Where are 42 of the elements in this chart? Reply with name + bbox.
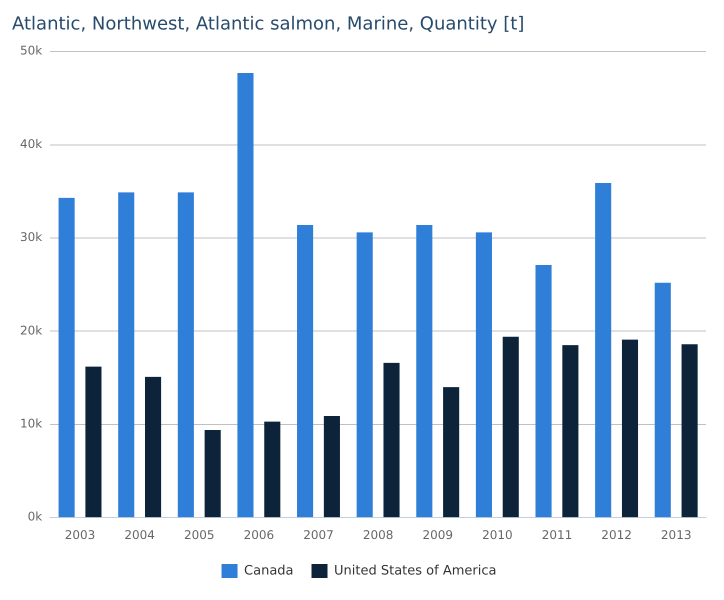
- y-tick-label: 20k: [20, 323, 42, 338]
- y-tick-label: 10k: [20, 416, 42, 431]
- bar: [58, 198, 75, 518]
- x-tick-label: 2010: [482, 528, 513, 542]
- x-tick-label: 2006: [244, 528, 274, 542]
- x-tick-label: 2009: [422, 528, 453, 542]
- x-tick-label: 2008: [362, 528, 394, 542]
- x-tick-label: 2003: [64, 528, 96, 542]
- bar: [118, 192, 134, 518]
- x-tick-label: 2012: [601, 528, 632, 542]
- chart-title: Atlantic, Northwest, Atlantic salmon, Marine, Quantity [t]: [12, 13, 524, 34]
- bar: [595, 183, 612, 518]
- x-tick-label: 2011: [542, 528, 572, 542]
- bar: [204, 430, 221, 518]
- bar: [443, 387, 460, 518]
- bar: [416, 224, 432, 518]
- bar: [383, 362, 400, 518]
- bar: [654, 282, 671, 518]
- legend-label: United States of America: [334, 563, 496, 578]
- bar: [85, 366, 102, 518]
- bar: [264, 422, 280, 518]
- x-tick-label: 2005: [184, 528, 215, 542]
- bar: [356, 232, 373, 518]
- bar: [682, 344, 698, 518]
- bar: [562, 345, 578, 518]
- x-tick-label: 2013: [660, 528, 692, 542]
- bar: [622, 340, 638, 518]
- y-tick-label: 50k: [20, 44, 42, 58]
- bar: [476, 232, 492, 518]
- legend-label: Canada: [244, 563, 294, 578]
- y-tick-label: 30k: [20, 230, 42, 244]
- y-tick-label: 40k: [20, 136, 42, 151]
- bar: [178, 192, 194, 518]
- x-tick-label: 2004: [124, 528, 155, 542]
- bar: [502, 336, 519, 518]
- bar: [145, 376, 162, 518]
- x-tick-label: 2007: [303, 528, 334, 542]
- bar: [535, 265, 552, 518]
- y-tick-label: 0k: [28, 510, 42, 524]
- bar: [237, 73, 254, 518]
- bar: [297, 224, 314, 518]
- bar: [324, 416, 340, 518]
